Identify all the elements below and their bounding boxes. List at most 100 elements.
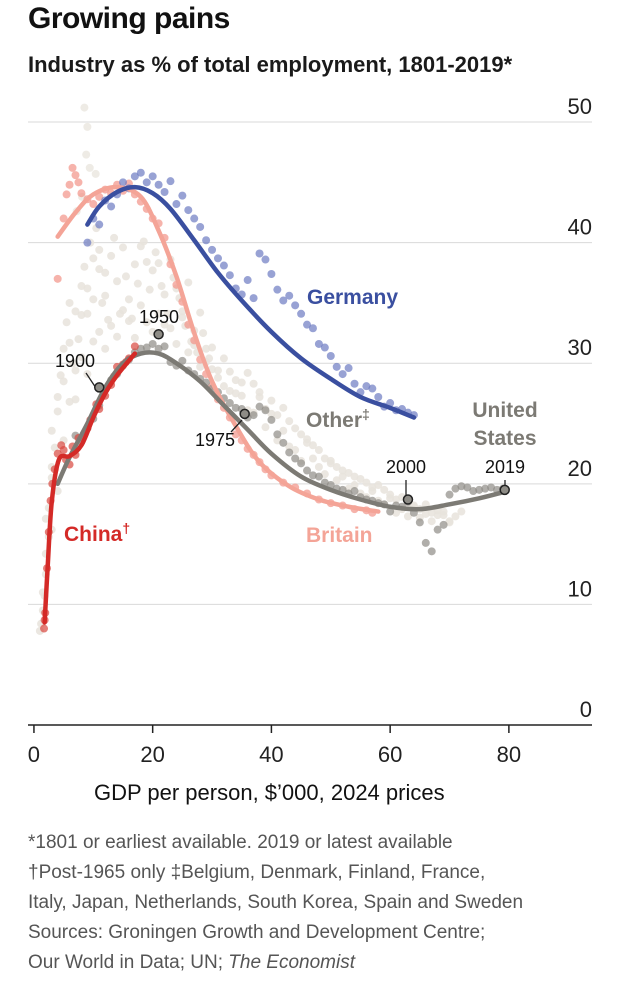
scatter-point [243, 276, 252, 285]
scatter-point [172, 339, 181, 348]
scatter-point [89, 200, 98, 209]
scatter-point [50, 443, 59, 452]
scatter-point [41, 514, 50, 523]
scatter-point [184, 278, 193, 287]
scatter-point [279, 438, 288, 447]
scatter-point [107, 251, 116, 260]
scatter-point [457, 482, 466, 491]
scatter-point [95, 220, 104, 229]
scatter-point [273, 285, 282, 294]
scatter-point [101, 344, 110, 353]
scatter-point [113, 332, 122, 341]
x-tick-label: 80 [497, 742, 521, 767]
scatter-point [427, 517, 436, 526]
scatter-point [130, 172, 139, 181]
scatter-point [163, 309, 172, 318]
series-label-us-line1: United [472, 399, 537, 422]
series-line-germany [85, 184, 417, 420]
scatter-point [118, 243, 127, 252]
scatter-point [314, 462, 323, 471]
scatter-point [104, 315, 113, 324]
annotation-label: 2000 [386, 457, 426, 477]
scatter-point [59, 446, 68, 455]
scatter-point [451, 512, 460, 521]
scatter-point [237, 378, 246, 387]
scatter-point [71, 366, 80, 375]
scatter-point [62, 318, 71, 327]
annotation-label: 2019 [485, 457, 525, 477]
scatter-point [124, 295, 133, 304]
scatter-point [59, 214, 68, 223]
scatter-point [124, 317, 133, 326]
scatter-point [121, 272, 130, 281]
scatter-point [433, 525, 442, 534]
scatter-point [386, 490, 395, 499]
scatter-point [184, 348, 193, 357]
scatter-point [202, 344, 211, 353]
scatter-point [463, 483, 472, 492]
annotation-marker [93, 382, 105, 393]
scatter-point [178, 356, 187, 365]
scatter-point [261, 406, 270, 415]
scatter-point [219, 261, 228, 270]
scatter-point [219, 382, 228, 391]
scatter-point [77, 311, 86, 319]
scatter-point [285, 448, 294, 457]
scatter-point [77, 189, 86, 198]
scatter-point [208, 245, 217, 254]
scatter-point [142, 318, 151, 327]
x-tick-label: 20 [140, 742, 164, 767]
series-label-britain: Britain [306, 524, 373, 547]
scatter-point [332, 462, 341, 471]
scatter-point [178, 307, 187, 316]
scatter-point [110, 233, 119, 242]
x-tick-label: 40 [259, 742, 283, 767]
scatter-point [196, 308, 205, 317]
scatter-point [249, 294, 258, 303]
scatter-point [68, 359, 77, 368]
scatter-point [249, 379, 258, 388]
scatter-point [98, 298, 107, 307]
annotation-marker [499, 484, 510, 496]
footnotes: *1801 or earliest available. 2019 or lat… [28, 828, 608, 978]
scatter-point [291, 424, 300, 433]
scatter-point [338, 370, 347, 379]
scatter-point [95, 265, 104, 274]
scatter-point [71, 171, 80, 180]
scatter-point [469, 487, 478, 496]
scatter-point [314, 339, 323, 348]
scatter-point [118, 178, 127, 187]
annotation-marker [402, 494, 414, 505]
scatter-point [475, 485, 484, 494]
scatter-point [130, 342, 139, 351]
scatter-point [374, 393, 383, 401]
scatter-point [107, 321, 116, 330]
scatter-point [145, 285, 154, 294]
scatter-point [142, 178, 151, 187]
scatter-point [279, 426, 288, 435]
scatter-point [415, 518, 424, 527]
scatter-point [267, 396, 276, 405]
scatter-point [303, 435, 312, 444]
scatter-point [59, 377, 68, 386]
x-tick-label: 60 [378, 742, 402, 767]
scatter-point [285, 417, 294, 426]
scatter-point [243, 368, 252, 377]
scatter-point [273, 430, 282, 439]
scatter-point [344, 364, 353, 373]
series-label-china: China† [64, 520, 130, 546]
scatter-point [166, 324, 175, 333]
scatter-point [481, 484, 490, 493]
scatter-point [151, 248, 160, 257]
scatter-point [62, 190, 71, 199]
scatter-point [196, 362, 205, 371]
scatter-point [83, 122, 92, 131]
scatter-point [178, 191, 187, 200]
scatter-point [101, 268, 110, 277]
chart-area: 50 40 30 20 10 0 0 20 40 60 80 GDP per person, $’00… [28, 94, 592, 805]
annotation-marker [239, 408, 250, 420]
scatter-point [89, 254, 98, 263]
scatter-point [314, 446, 323, 455]
series-label-mark: ‡ [362, 406, 370, 422]
scatter-point [130, 333, 139, 342]
